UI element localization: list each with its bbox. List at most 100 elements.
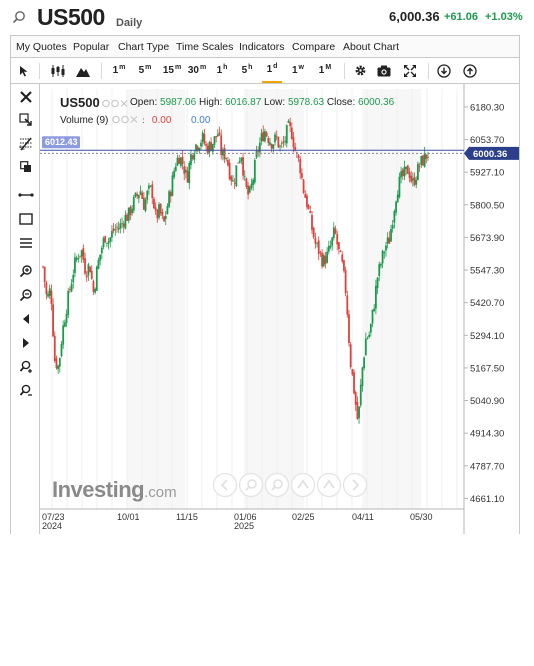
candle-body [119,223,122,229]
magnet-zoom-out-icon[interactable] [15,381,37,401]
candle-body [183,166,186,174]
candle-body [111,231,113,238]
candle-body [343,260,345,271]
candle-body [255,150,258,158]
pan-right-icon[interactable] [15,333,37,353]
candle-body [124,214,127,229]
watermark-suffix: .com [144,484,177,501]
candle-body [99,254,102,261]
candle-body [43,266,46,283]
candle-body [265,132,268,137]
candle-body [366,337,369,339]
menu-about-chart[interactable]: About Chart [343,41,400,53]
candle-body [427,156,429,158]
x-tick-label: 07/23 [42,512,65,522]
y-tick-label: 5673.90 [470,233,504,244]
menu-indicators[interactable]: Indicators [239,41,285,53]
watermark-brand: Investing [52,477,145,502]
menu-chart-type[interactable]: Chart Type [118,41,170,53]
rectangle-tool-icon[interactable] [15,209,37,229]
candle-body [321,252,323,267]
candle-body [48,288,51,296]
candle-body [235,165,238,186]
mountain-chart-icon[interactable] [73,58,93,83]
candle-body [109,237,112,242]
nav-zoom-in-icon[interactable] [264,472,290,498]
candle-body [144,199,147,211]
price-chart[interactable]: 6180.30 6053.70 5927.10 5800.50 5673.90 5547.… [40,84,520,534]
nav-reset-icon[interactable] [290,472,316,498]
copy-icon[interactable] [15,157,37,177]
timeframe-15m[interactable]: 15 m [162,64,182,76]
candle-body [245,178,248,187]
fullscreen-icon[interactable] [400,58,420,83]
period-label: Daily [116,17,143,29]
menu-bar: My Quotes Popular Chart Type Time Scales… [10,35,520,58]
candle-body [45,282,48,295]
timeframe-30m[interactable]: 30 m [187,64,207,76]
menu-compare[interactable]: Compare [292,41,336,53]
candlestick-icon[interactable] [47,58,69,83]
candle-body [269,142,271,145]
cloud-upload-icon[interactable] [460,58,480,83]
candle-body [405,166,408,170]
volume-toggle-icons[interactable]: : [111,115,149,126]
cursor-icon[interactable] [15,58,33,83]
candle-body [227,160,229,166]
magnet-zoom-in-icon[interactable] [15,357,37,377]
nav-pan-icon[interactable] [316,472,342,498]
candle-body [82,248,85,260]
candle-body [151,184,154,198]
close-tools-icon[interactable] [15,87,37,107]
candle-body [316,242,318,244]
candle-body [139,191,142,195]
camera-icon[interactable] [374,58,394,83]
candle-body [70,283,73,292]
candle-body [337,242,340,250]
candle-body [311,214,313,230]
legend-symbol: US500 [60,95,100,110]
trend-line-icon[interactable] [15,185,37,205]
zoom-out-icon[interactable] [15,285,37,305]
channel-tool-icon[interactable] [15,233,37,253]
y-tick-label: 4914.30 [470,429,504,440]
settings-gear-icon[interactable] [350,58,370,83]
candle-body [304,194,307,198]
menu-my-quotes[interactable]: My Quotes [16,41,67,53]
nav-zoom-out-icon[interactable] [238,472,264,498]
low-label: Low: [264,97,286,108]
zoom-in-icon[interactable] [15,261,37,281]
search-icon[interactable] [12,10,26,24]
candle-body [213,136,216,145]
menu-time-scales[interactable]: Time Scales [176,41,234,53]
candle-body [334,228,337,234]
candle-body [196,146,199,151]
low-value: 5978.63 [287,97,325,108]
fibonacci-icon[interactable]: % [15,134,37,154]
chart-area[interactable]: 6180.30 6053.70 5927.10 5800.50 5673.90 5547.… [40,84,520,534]
candle-body [129,206,132,216]
crosshair-cursor-icon[interactable] [15,110,37,130]
menu-popular[interactable]: Popular [73,41,110,53]
nav-arrow-left-icon[interactable] [212,472,238,498]
candle-body [53,335,56,362]
candle-body [326,251,329,263]
cloud-download-icon[interactable] [434,58,454,83]
candle-body [252,179,255,185]
pan-left-icon[interactable] [15,309,37,329]
candle-body [161,212,164,216]
candle-body [284,140,286,142]
y-tick-label: 4787.70 [470,461,504,472]
nav-arrow-right-icon[interactable] [342,472,368,498]
candle-body [74,257,76,273]
candle-body [309,210,312,213]
candle-body [388,237,391,244]
legend-toggle-icons[interactable] [102,99,128,108]
